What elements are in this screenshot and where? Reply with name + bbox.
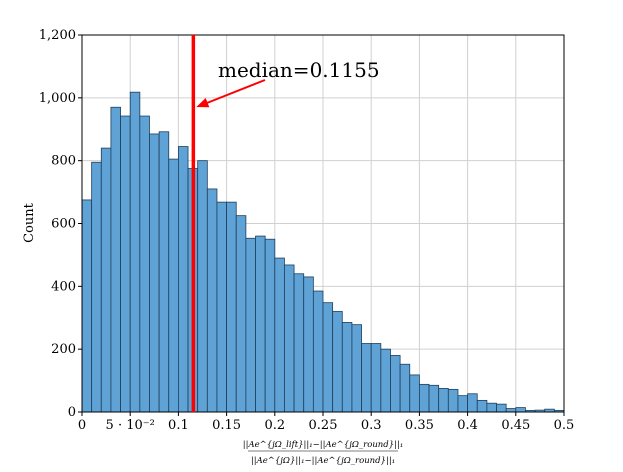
- median-arrow: [203, 79, 266, 105]
- x-tick-label: 0.5: [554, 418, 575, 433]
- histogram-bar: [293, 273, 305, 413]
- median-label: median=0.1155: [218, 58, 380, 82]
- histogram-bar: [418, 383, 430, 413]
- histogram-bar: [438, 388, 449, 413]
- histogram-bar: [332, 311, 343, 413]
- histogram-bar: [81, 199, 93, 413]
- histogram-bar: [284, 264, 295, 413]
- y-axis-ticks: 0 200 400 600 800 1,000 1,200: [39, 28, 82, 420]
- x-axis-ticks: 0 5 · 10⁻² 0.1 0.15 0.2 0.25 0.3 0.35 0.4 0.45 0.5: [78, 412, 574, 433]
- histogram-bar: [139, 115, 150, 413]
- histogram-bar: [149, 133, 160, 413]
- histogram-bar: [361, 343, 372, 413]
- y-axis-label: Count: [22, 202, 37, 243]
- y-tick-label: 600: [51, 217, 76, 232]
- histogram-bar: [380, 348, 391, 413]
- y-tick-label: 0: [68, 405, 76, 420]
- x-tick-label: 0.4: [457, 418, 478, 433]
- histogram-bar: [467, 393, 478, 413]
- histogram-bar: [457, 395, 468, 413]
- histogram-bar: [100, 147, 112, 413]
- histogram-bar: [505, 408, 517, 413]
- histogram-bar: [168, 158, 179, 413]
- x-tick-label: 0.3: [361, 418, 382, 433]
- histogram-bar: [120, 115, 131, 413]
- histogram-bar: [496, 403, 507, 413]
- x-tick-label: 0.45: [501, 418, 530, 433]
- median-arrowhead: [196, 97, 210, 108]
- histogram-bar: [129, 91, 141, 413]
- histogram-bar: [476, 399, 488, 413]
- histogram-bar: [177, 146, 189, 413]
- histogram-bar: [486, 402, 497, 413]
- histogram-bar: [216, 201, 228, 413]
- x-axis-label: ||Ae^{jΩ_lift}||₁−||Ae^{jΩ_round}||₁ ||A…: [243, 440, 404, 466]
- histogram-bar: [341, 322, 353, 413]
- y-tick-label: 1,200: [39, 28, 76, 43]
- x-tick-label: 0: [78, 418, 86, 433]
- histogram-bar: [226, 201, 237, 413]
- median-annotation: median=0.1155: [191, 35, 380, 412]
- histogram-bar: [245, 237, 256, 413]
- histogram-bar: [428, 384, 440, 413]
- histogram-bar: [158, 131, 170, 413]
- x-tick-label: 0.1: [168, 418, 189, 433]
- histogram-bar: [110, 106, 121, 413]
- x-tick-label: 0.15: [212, 418, 241, 433]
- histogram-bar: [264, 238, 276, 413]
- x-tick-label: 0.25: [309, 418, 338, 433]
- histogram-bar: [303, 276, 314, 413]
- histogram-bar: [390, 355, 401, 413]
- x-tick-label: 5 · 10⁻²: [106, 418, 155, 433]
- histogram-bar: [312, 290, 324, 413]
- histogram-bar: [197, 160, 208, 413]
- x-axis-label-numerator: ||Ae^{jΩ_lift}||₁−||Ae^{jΩ_round}||₁: [243, 440, 404, 450]
- histogram-bar: [274, 257, 285, 413]
- histogram-bar: [235, 215, 247, 413]
- x-axis-label-denominator: ||Ae^{jΩ}||₁−||Ae^{jΩ_round}||₁: [251, 456, 395, 466]
- y-tick-label: 1,000: [39, 91, 76, 106]
- histogram-bar: [351, 324, 362, 413]
- y-tick-label: 400: [51, 279, 76, 294]
- x-tick-label: 0.35: [405, 418, 434, 433]
- y-tick-label: 200: [51, 342, 76, 357]
- histogram-bar: [370, 343, 382, 413]
- y-tick-label: 800: [51, 154, 76, 169]
- histogram-bar: [322, 302, 334, 413]
- histogram-bar: [399, 363, 411, 413]
- histogram-bar: [206, 188, 218, 413]
- histogram-bar: [409, 374, 420, 413]
- histogram-bar: [91, 161, 102, 413]
- histogram-bar: [447, 388, 459, 413]
- histogram-bar: [515, 407, 526, 413]
- x-tick-label: 0.2: [264, 418, 285, 433]
- histogram-bar: [255, 235, 266, 413]
